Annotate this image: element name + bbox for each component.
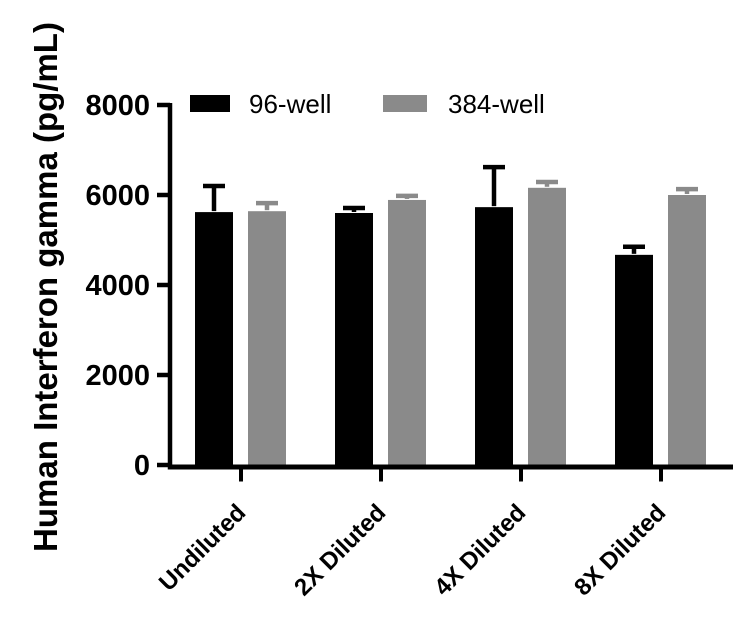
y-axis-title: Human Interferon gamma (pg/mL) xyxy=(27,22,64,552)
x-category-label-1: 2X Diluted xyxy=(289,499,391,601)
bar-384-well-4x-diluted xyxy=(528,187,566,470)
legend-swatch-96-well xyxy=(190,95,230,112)
bar-96-well-2x-diluted xyxy=(335,213,373,470)
bar-96-well-8x-diluted xyxy=(615,254,653,470)
bar-96-well-4x-diluted xyxy=(475,207,513,470)
legend-label-96-well: 96-well xyxy=(249,89,331,119)
x-category-label-0: Undiluted xyxy=(154,499,251,596)
legend-swatch-384-well xyxy=(383,95,427,112)
x-category-label-2: 4X Diluted xyxy=(429,499,531,601)
x-category-label-3: 8X Diluted xyxy=(569,499,671,601)
legend-label-384-well: 384-well xyxy=(448,89,545,119)
y-tick-label-0: 0 xyxy=(134,450,150,482)
y-tick-label-2000: 2000 xyxy=(85,360,150,392)
y-tick-label-8000: 8000 xyxy=(85,90,150,122)
bar-384-well-2x-diluted xyxy=(388,199,426,470)
bar-96-well-undiluted xyxy=(195,212,233,470)
bar-384-well-8x-diluted xyxy=(668,195,706,470)
y-tick-label-6000: 6000 xyxy=(85,180,150,212)
bar-384-well-undiluted xyxy=(248,211,286,470)
y-tick-label-4000: 4000 xyxy=(85,270,150,302)
